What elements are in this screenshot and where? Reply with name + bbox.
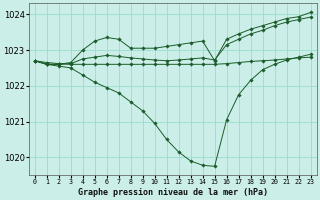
X-axis label: Graphe pression niveau de la mer (hPa): Graphe pression niveau de la mer (hPa): [78, 188, 268, 197]
